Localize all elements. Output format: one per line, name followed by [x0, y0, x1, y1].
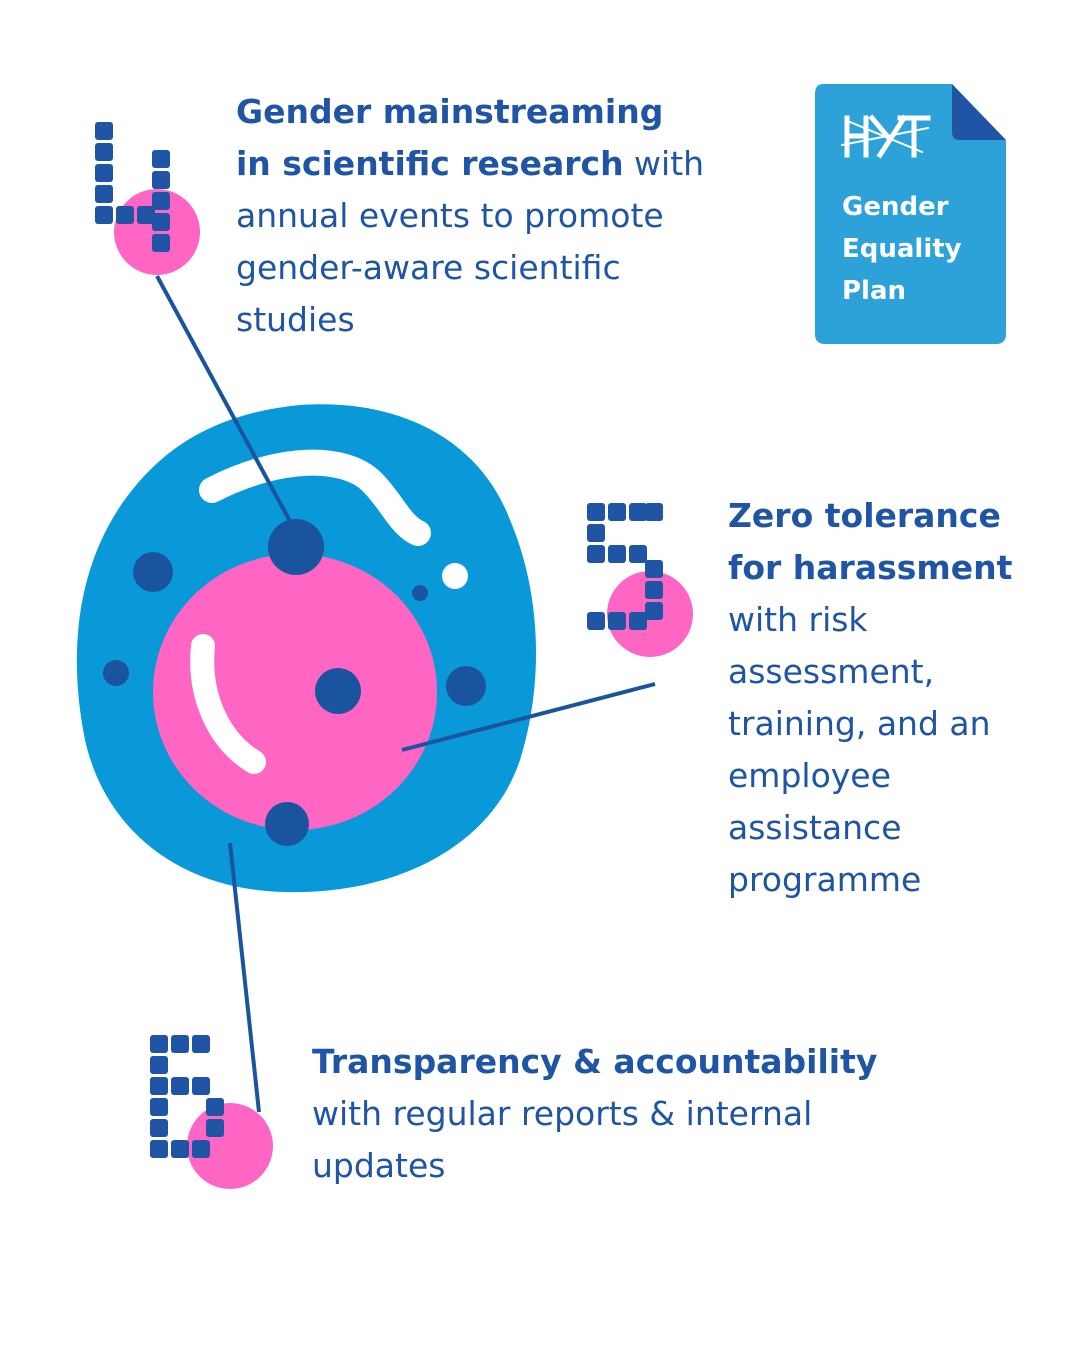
- organelle-dot: [446, 666, 486, 706]
- item-6-text: Transparency & accountability with regul…: [312, 1036, 912, 1192]
- nucleus-highlight: [190, 634, 266, 774]
- item-5-title-line1: Zero tolerance: [728, 496, 1001, 535]
- document-icon: [815, 84, 1006, 344]
- document-label-line2: Equality: [842, 234, 962, 264]
- university-logo-icon: [840, 114, 931, 159]
- organelle-dot: [315, 668, 361, 714]
- item-6-description: with regular reports & internal updates: [312, 1094, 813, 1185]
- item-5-description: with risk assessment, training, and an e…: [728, 600, 991, 899]
- organelle-dot: [268, 519, 324, 575]
- item-4-title-line2: in scientific research: [236, 144, 624, 183]
- item-5-text: Zero tolerance for harassment with risk …: [728, 490, 1028, 906]
- cell-nucleus: [153, 554, 437, 830]
- marker-circle-4: [114, 189, 200, 275]
- document-label-line1: Gender: [842, 192, 949, 222]
- organelle-dot: [265, 802, 309, 846]
- item-4-title-line1: Gender mainstreaming: [236, 92, 664, 131]
- number-6-icon: [150, 1035, 224, 1158]
- number-4-icon: [95, 122, 170, 252]
- organelle-dot: [103, 660, 129, 686]
- item-6-title: Transparency & accountability: [312, 1042, 878, 1081]
- cell-highlight-dot: [442, 563, 468, 589]
- document-label-line3: Plan: [842, 276, 907, 306]
- connector-line-4: [155, 275, 294, 526]
- item-5-title-line2: for harassment: [728, 548, 1013, 587]
- document-label: Gender Equality Plan: [842, 186, 992, 312]
- connector-line-5: [401, 682, 656, 752]
- organelle-dot: [133, 552, 173, 592]
- item-4-text: Gender mainstreaming in scientific resea…: [236, 86, 706, 346]
- organelle-dot: [412, 585, 428, 601]
- item-4-text-inline: with: [623, 144, 705, 183]
- connector-line-6: [228, 842, 261, 1113]
- number-5-icon: [587, 503, 663, 630]
- item-4-description: annual events to promote gender-aware sc…: [236, 196, 664, 339]
